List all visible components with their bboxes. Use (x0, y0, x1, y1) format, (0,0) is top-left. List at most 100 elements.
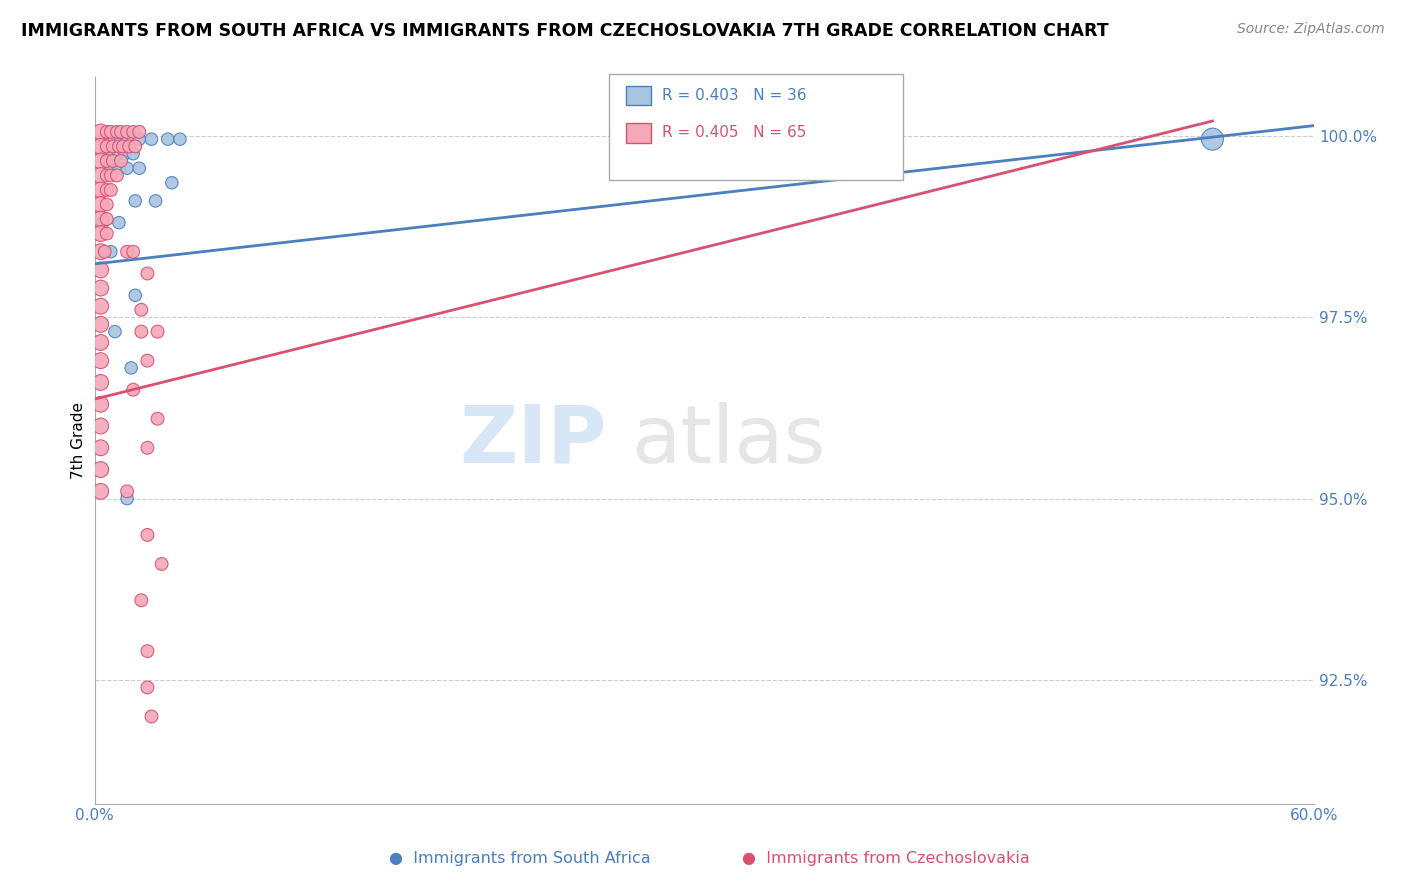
Point (131, 325, 153, 339)
Point (120, 360, 142, 375)
Point (96, 227, 118, 241)
Point (128, 132, 150, 146)
Point (90, 183, 112, 197)
Point (96, 125, 118, 139)
Point (115, 244, 138, 259)
Point (122, 125, 145, 139)
Point (110, 125, 132, 139)
Point (100, 244, 122, 259)
Point (110, 132, 132, 146)
Point (104, 325, 127, 339)
Point (108, 146, 131, 161)
Point (90, 197, 112, 211)
Point (90, 419, 112, 434)
Text: IMMIGRANTS FROM SOUTH AFRICA VS IMMIGRANTS FROM CZECHOSLOVAKIA 7TH GRADE CORRELA: IMMIGRANTS FROM SOUTH AFRICA VS IMMIGRAN… (21, 22, 1109, 40)
Point (96, 197, 118, 211)
Point (90, 299, 112, 313)
Point (96, 139, 118, 153)
Point (101, 139, 124, 153)
Y-axis label: 7th Grade: 7th Grade (72, 402, 86, 479)
Point (115, 484, 138, 499)
Point (90, 376, 112, 390)
Point (108, 216, 131, 230)
Point (90, 484, 112, 499)
Text: R = 0.403   N = 36: R = 0.403 N = 36 (662, 88, 807, 103)
Point (136, 644, 159, 658)
Point (97, 161, 120, 176)
Point (114, 146, 136, 161)
Point (141, 709, 163, 723)
Point (96, 153, 118, 168)
Point (160, 176, 183, 190)
Point (100, 169, 122, 183)
Text: atlas: atlas (631, 401, 825, 480)
Point (90, 169, 112, 183)
Point (136, 353, 159, 368)
Point (141, 132, 163, 146)
Point (122, 132, 145, 146)
Point (146, 325, 169, 339)
Point (124, 139, 146, 153)
Point (128, 161, 150, 176)
Point (104, 132, 127, 146)
Point (100, 183, 122, 197)
Point (96, 212, 118, 227)
Point (128, 125, 150, 139)
Point (91, 216, 114, 230)
Point (100, 132, 122, 146)
Point (131, 593, 153, 607)
Point (105, 169, 128, 183)
Point (110, 153, 132, 168)
Point (136, 441, 159, 455)
Point (90, 335, 112, 350)
Point (115, 491, 138, 506)
Point (90, 212, 112, 227)
Point (146, 411, 169, 425)
Point (136, 681, 159, 695)
Point (124, 288, 146, 302)
Point (136, 267, 159, 281)
Point (1201, 132, 1223, 146)
Point (150, 557, 173, 571)
Point (90, 397, 112, 411)
Point (90, 244, 112, 259)
Point (96, 146, 118, 161)
Point (93, 132, 115, 146)
Point (122, 383, 145, 397)
Point (108, 139, 131, 153)
Point (115, 161, 138, 176)
Point (124, 194, 146, 208)
Point (131, 302, 153, 317)
Point (112, 139, 135, 153)
Point (96, 183, 118, 197)
Text: R = 0.405   N = 65: R = 0.405 N = 65 (662, 126, 807, 140)
Text: Source: ZipAtlas.com: Source: ZipAtlas.com (1237, 22, 1385, 37)
Point (96, 169, 118, 183)
Point (90, 353, 112, 368)
Point (115, 125, 138, 139)
Point (122, 146, 145, 161)
Point (93, 244, 115, 259)
Point (90, 462, 112, 476)
Point (90, 125, 112, 139)
Point (118, 139, 141, 153)
Point (101, 153, 124, 168)
Point (90, 281, 112, 295)
Point (115, 132, 138, 146)
Point (90, 153, 112, 168)
Point (90, 139, 112, 153)
Point (145, 194, 167, 208)
Point (90, 227, 112, 241)
Point (90, 318, 112, 332)
Point (169, 132, 191, 146)
Point (101, 146, 124, 161)
Point (105, 125, 128, 139)
Point (90, 441, 112, 455)
Text: ●  Immigrants from South Africa: ● Immigrants from South Africa (389, 851, 651, 865)
Point (100, 125, 122, 139)
Point (156, 132, 179, 146)
Point (136, 528, 159, 542)
Point (122, 244, 145, 259)
Text: ●  Immigrants from Czechoslovakia: ● Immigrants from Czechoslovakia (742, 851, 1029, 865)
Text: ZIP: ZIP (460, 401, 607, 480)
